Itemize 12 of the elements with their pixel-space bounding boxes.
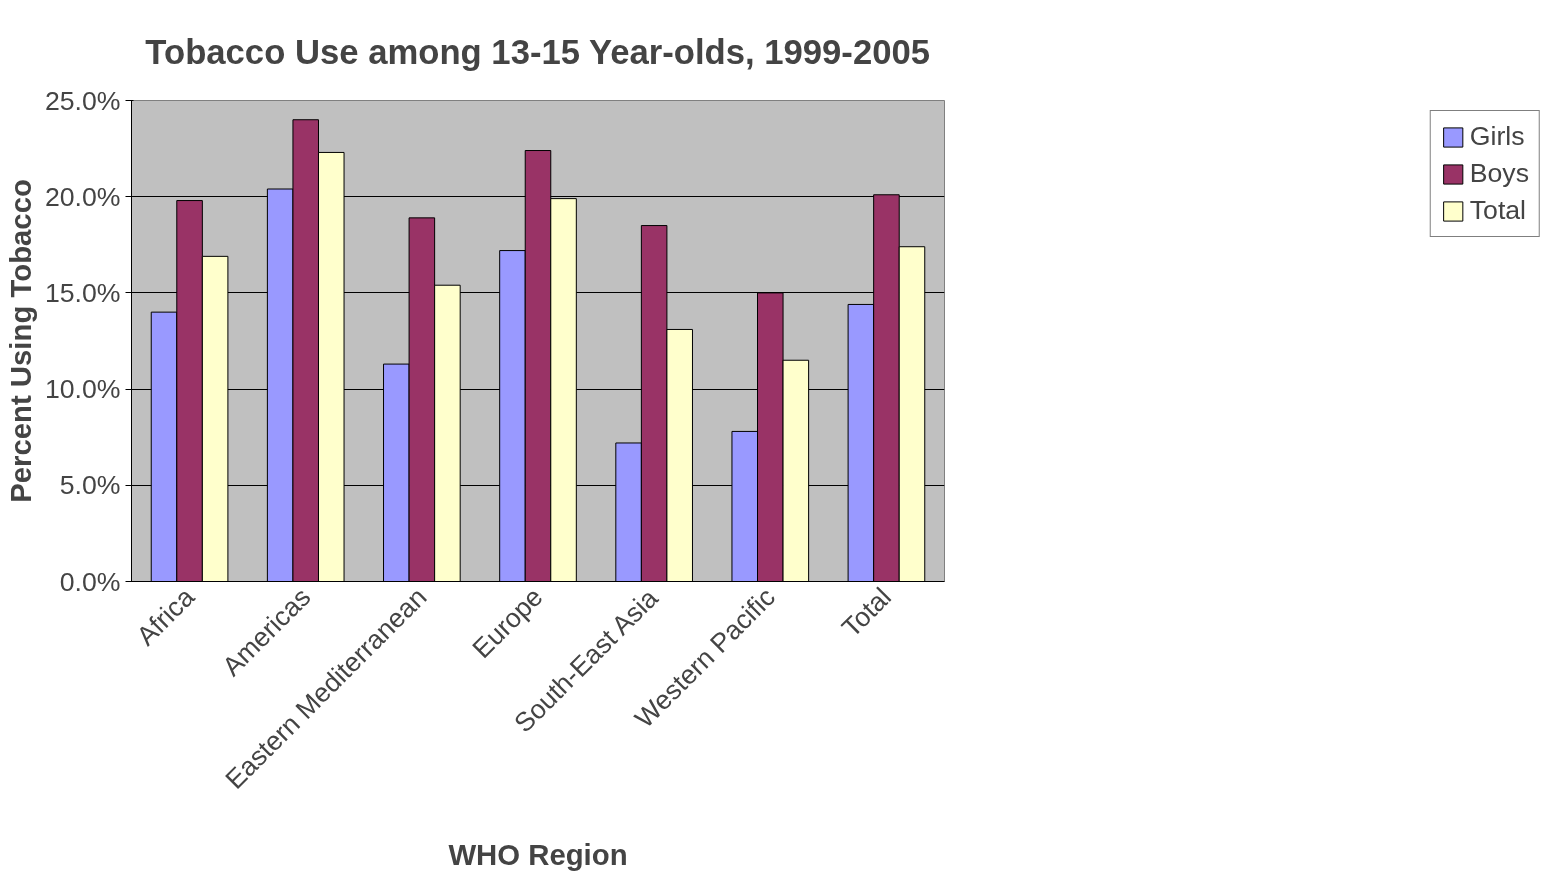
y-axis-title: Percent Using Tobacco (3, 179, 37, 503)
legend-label: Total (1469, 195, 1527, 226)
legend-label: Girls (1469, 121, 1525, 152)
y-tick-label: 25.0% (44, 85, 121, 116)
y-tick-label: 10.0% (44, 374, 121, 405)
x-axis-title: WHO Region (448, 838, 628, 872)
y-tick-label: 15.0% (44, 277, 121, 308)
chart-title: Tobacco Use among 13-15 Year-olds, 1999-2005 (145, 32, 931, 71)
y-tick-label: 0.0% (59, 566, 121, 597)
legend-label: Boys (1469, 158, 1529, 189)
y-tick-label: 20.0% (44, 181, 121, 212)
y-tick-label: 5.0% (59, 470, 121, 501)
